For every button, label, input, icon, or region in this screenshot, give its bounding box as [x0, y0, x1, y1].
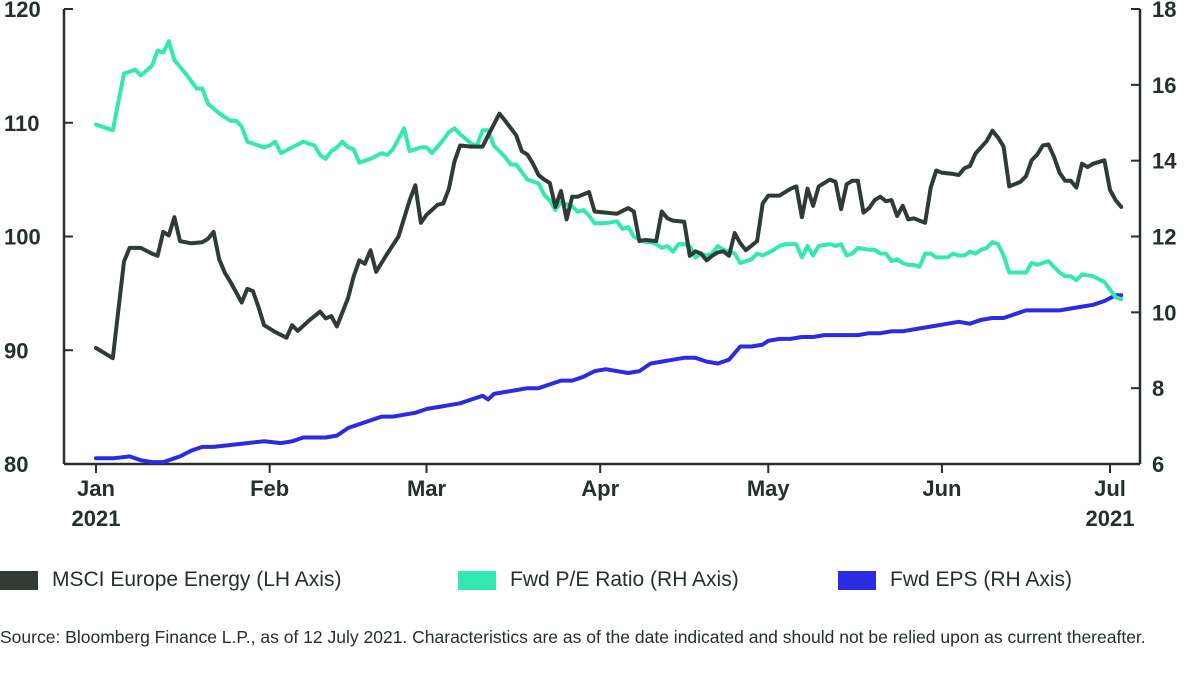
x-tick-label: Apr — [581, 476, 619, 501]
x-tick-label: Feb — [250, 476, 289, 501]
y-right-tick-label: 16 — [1152, 73, 1176, 98]
x-tick-label: Mar — [407, 476, 447, 501]
legend-swatch-fwd-pe-ratio — [458, 570, 496, 590]
legend-label-fwd-eps: Fwd EPS (RH Axis) — [890, 568, 1073, 591]
series-line-fwd-eps — [94, 293, 1124, 465]
y-right-tick-label: 8 — [1152, 376, 1164, 401]
chart-series — [94, 39, 1124, 465]
chart-ticks: 80 90 100 110 120 6 8 10 12 14 16 18 Jan 2021 Feb Mar Ap… — [4, 0, 1177, 531]
y-right-tick-label: 10 — [1152, 300, 1176, 325]
x-tick-label: Jul — [1094, 476, 1126, 501]
chart-legend: MSCI Europe Energy (LH Axis) Fwd P/E Rat… — [0, 565, 1200, 595]
y-left-tick-label: 100 — [4, 225, 41, 250]
legend-label-fwd-pe-ratio: Fwd P/E Ratio (RH Axis) — [510, 568, 739, 591]
series-line-fwd-pe-ratio — [94, 39, 1124, 302]
y-left-tick-label: 80 — [4, 452, 28, 477]
x-tick-sublabel: 2021 — [1086, 506, 1135, 531]
y-right-tick-label: 6 — [1152, 452, 1164, 477]
legend-label-msci-europe-energy: MSCI Europe Energy (LH Axis) — [52, 568, 342, 591]
y-left-tick-label: 120 — [4, 0, 41, 22]
x-tick-label: May — [747, 476, 791, 501]
legend-item-msci-europe-energy: MSCI Europe Energy (LH Axis) — [0, 565, 341, 595]
legend-item-fwd-pe-ratio: Fwd P/E Ratio (RH Axis) — [458, 565, 739, 595]
y-right-tick-label: 14 — [1152, 149, 1177, 174]
legend-swatch-fwd-eps — [838, 570, 876, 590]
source-footnote: Source: Bloomberg Finance L.P., as of 12… — [0, 627, 1146, 647]
series-line-msci-europe-energy — [94, 111, 1124, 361]
line-chart: 80 90 100 110 120 6 8 10 12 14 16 18 Jan 2021 Feb Mar Ap… — [4, 0, 1177, 531]
y-right-tick-label: 18 — [1152, 0, 1176, 22]
y-right-tick-label: 12 — [1152, 225, 1176, 250]
x-tick-label: Jun — [922, 476, 961, 501]
legend-item-fwd-eps: Fwd EPS (RH Axis) — [838, 565, 1072, 595]
x-tick-sublabel: 2021 — [72, 506, 121, 531]
x-tick-label: Jan — [77, 476, 115, 501]
legend-swatch-msci-europe-energy — [0, 570, 38, 590]
chart-axes — [62, 9, 1142, 466]
y-left-tick-label: 90 — [4, 338, 28, 363]
y-left-tick-label: 110 — [4, 111, 40, 136]
